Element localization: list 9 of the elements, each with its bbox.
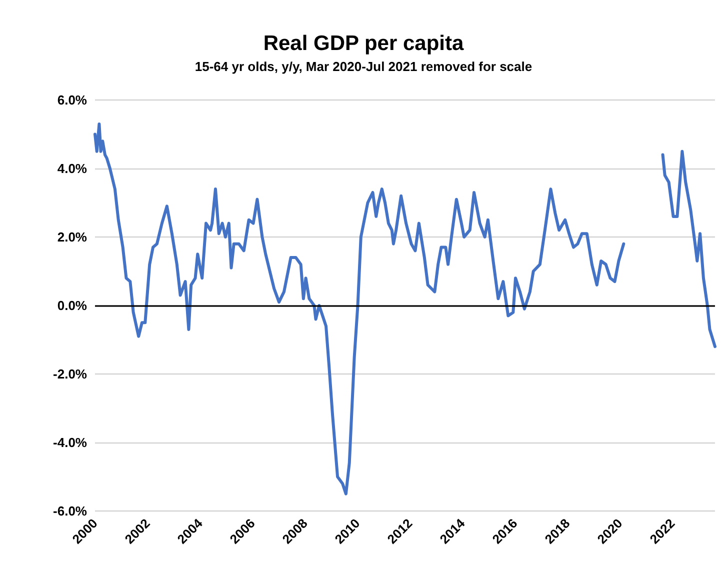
y-tick-label: 2.0% [57,230,88,244]
chart-subtitle: 15-64 yr olds, y/y, Mar 2020-Jul 2021 removed for scale [194,59,532,74]
y-tick-label: -4.0% [53,435,88,450]
y-tick-label: 0.0% [57,298,88,313]
y-tick-label: -2.0% [53,366,88,382]
y-tick-label: 6.0% [57,92,88,108]
y-tick-label: 4.0% [57,161,88,176]
y-tick-label: -6.0% [53,504,88,518]
chart-title: Real GDP per capita [263,32,464,55]
